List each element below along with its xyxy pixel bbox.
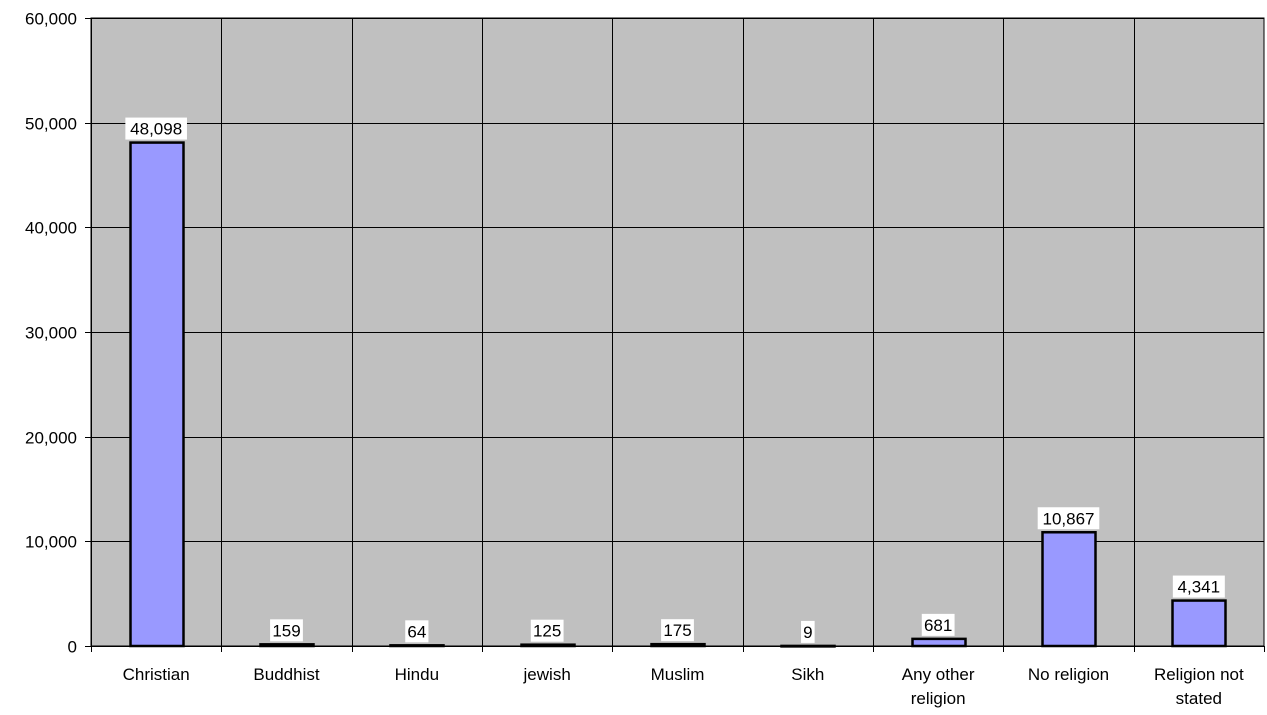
data-label: 64 bbox=[407, 622, 426, 641]
data-label: 48,098 bbox=[130, 120, 182, 139]
bar bbox=[389, 644, 445, 648]
data-label: 9 bbox=[803, 623, 812, 642]
y-tick-label: 50,000 bbox=[25, 115, 77, 134]
y-tick-label: 40,000 bbox=[25, 219, 77, 238]
data-label-bg bbox=[405, 620, 429, 643]
bar bbox=[1171, 599, 1227, 648]
data-label-bg bbox=[530, 619, 564, 642]
y-axis: 0 10,000 20,000 30,000 40,000 50,000 60,000 bbox=[25, 10, 92, 657]
x-category-label: Christian bbox=[123, 665, 190, 684]
data-label: 159 bbox=[272, 621, 300, 640]
x-category-label: Hindu bbox=[395, 665, 439, 684]
bar bbox=[911, 637, 967, 648]
data-label: 4,341 bbox=[1178, 578, 1221, 597]
y-tick-label: 0 bbox=[68, 638, 77, 657]
y-tick-label: 60,000 bbox=[25, 10, 77, 29]
data-label-bg bbox=[921, 613, 955, 636]
data-label: 681 bbox=[924, 616, 952, 635]
x-category-label: jewish bbox=[523, 665, 571, 684]
x-category-label: Any other religion bbox=[902, 665, 975, 708]
y-tick-label: 30,000 bbox=[25, 324, 77, 343]
x-category-label: Sikh bbox=[791, 665, 824, 684]
x-category-label: Religion not stated bbox=[1154, 665, 1244, 708]
data-labels: 48,098 159 64 125 175 9 681 10,867 4,341 bbox=[125, 117, 1225, 643]
x-axis: Christian Buddhist Hindu jewish Muslim Sikh An… bbox=[91, 646, 1265, 708]
data-label-bg bbox=[270, 619, 303, 642]
x-category-label: Muslim bbox=[651, 665, 705, 684]
data-label: 125 bbox=[533, 622, 561, 641]
data-label-bg bbox=[125, 117, 187, 140]
data-label-bg bbox=[661, 619, 694, 642]
x-category-label: No religion bbox=[1028, 665, 1109, 684]
bar bbox=[650, 642, 706, 648]
bar bbox=[1041, 531, 1097, 648]
data-label-bg bbox=[1172, 575, 1225, 598]
data-label-bg bbox=[1037, 507, 1100, 530]
bar bbox=[259, 643, 315, 648]
bar bbox=[520, 643, 576, 648]
data-label-bg bbox=[801, 620, 815, 643]
x-category-label: Buddhist bbox=[253, 665, 319, 684]
bar bbox=[129, 141, 185, 648]
data-label: 10,867 bbox=[1043, 509, 1095, 528]
data-label: 175 bbox=[663, 621, 691, 640]
y-tick-label: 10,000 bbox=[25, 533, 77, 552]
y-tick-label: 20,000 bbox=[25, 429, 77, 448]
